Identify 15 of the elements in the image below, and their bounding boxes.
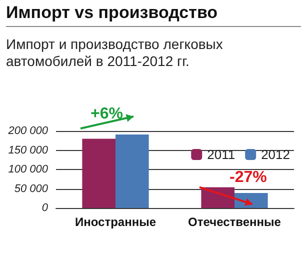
bar	[82, 138, 116, 208]
x-tick-label: Иностранные	[74, 215, 156, 229]
annotation: -27%	[230, 169, 267, 186]
y-tick-label: 0	[42, 202, 49, 214]
legend-label: 2012	[261, 147, 290, 162]
y-tick-label: 50 000	[14, 182, 49, 195]
chart-subtitle: Импорт и производство легковых автомобилей в 2011-2012 гг.	[6, 36, 224, 70]
y-tick-label: 150 000	[8, 144, 49, 156]
chart-title: Импорт vs производство	[6, 3, 218, 23]
y-tick-label: 100 000	[8, 164, 49, 176]
bar	[116, 134, 149, 208]
annotation: +6%	[90, 105, 123, 122]
legend-label: 2011	[207, 147, 236, 162]
y-tick-label: 200 000	[7, 125, 49, 137]
x-tick-label: Отечественные	[188, 215, 282, 229]
